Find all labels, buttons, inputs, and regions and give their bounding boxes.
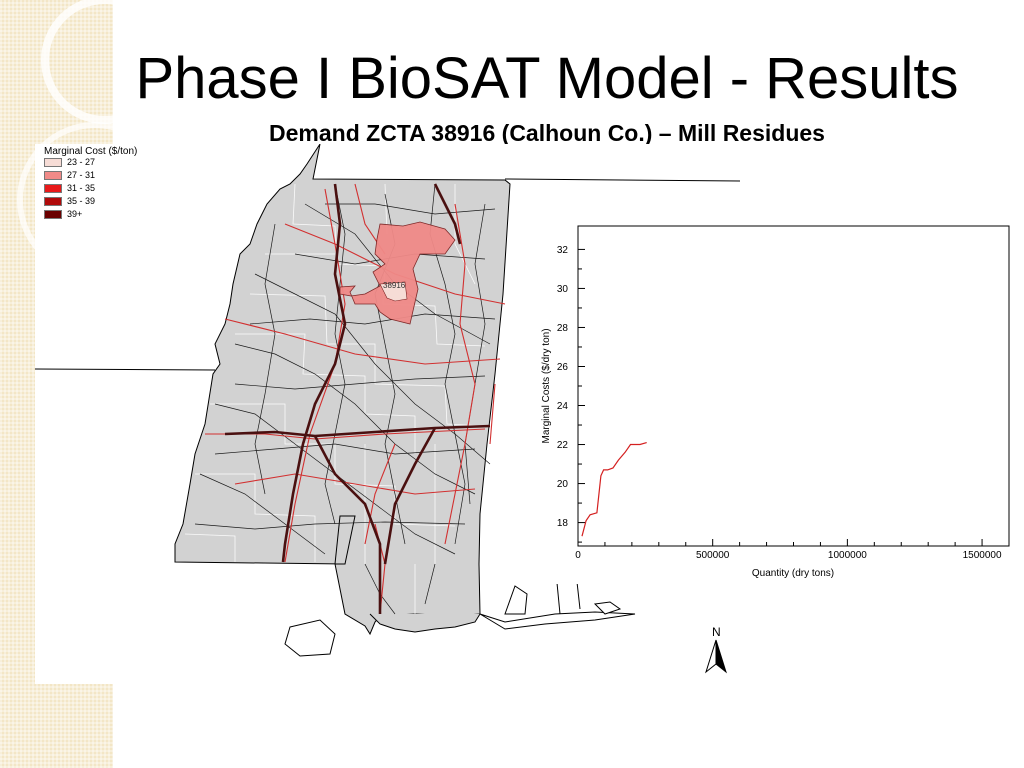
svg-text:N: N xyxy=(712,625,721,639)
y-tick-label: 24 xyxy=(557,401,569,412)
x-axis-label: Quantity (dry tons) xyxy=(752,568,834,579)
y-tick-label: 32 xyxy=(557,245,569,256)
x-tick-label: 0 xyxy=(575,550,581,561)
north-arrow-icon: N xyxy=(705,625,727,674)
interstate-network xyxy=(224,183,491,614)
legend-swatch xyxy=(44,171,62,180)
legend-title: Marginal Cost ($/ton) xyxy=(44,146,138,157)
y-tick-label: 20 xyxy=(557,479,569,490)
y-tick-label: 22 xyxy=(557,440,569,451)
legend-swatch xyxy=(44,197,62,206)
y-tick-label: 18 xyxy=(557,518,569,529)
legend-swatch xyxy=(44,184,62,193)
plot-area xyxy=(577,225,1010,547)
x-tick-label: 1000000 xyxy=(828,550,867,561)
y-tick-label: 26 xyxy=(557,362,569,373)
y-axis-label: Marginal Costs ($/dry ton) xyxy=(541,328,552,443)
legend-swatch xyxy=(44,210,62,219)
y-tick-label: 28 xyxy=(557,323,569,334)
series-line xyxy=(581,442,647,537)
mississippi-outline xyxy=(174,143,511,636)
zcta-label: 38916 xyxy=(383,281,406,290)
chart-canvas: 0 500000 1000000 1500000 18 20 22 24 26 28 30 32 Q… xyxy=(541,225,1010,579)
cost-curve-chart: 0 500000 1000000 1500000 18 20 22 24 26 28 30 32 Q… xyxy=(533,222,1011,584)
supply-region xyxy=(339,221,456,325)
legend-swatch xyxy=(44,158,62,167)
slide-subtitle: Demand ZCTA 38916 (Calhoun Co.) – Mill R… xyxy=(269,120,825,146)
x-tick-label: 500000 xyxy=(696,550,730,561)
demand-zcta-38916 xyxy=(379,281,408,302)
state-map: 38916 N xyxy=(34,143,741,674)
slide-title: Phase I BioSAT Model - Results xyxy=(135,46,959,111)
map-legend: Marginal Cost ($/ton) 23 - 27 27 - 31 31… xyxy=(38,144,156,226)
x-tick-label: 1500000 xyxy=(963,550,1002,561)
y-tick-label: 30 xyxy=(557,284,569,295)
